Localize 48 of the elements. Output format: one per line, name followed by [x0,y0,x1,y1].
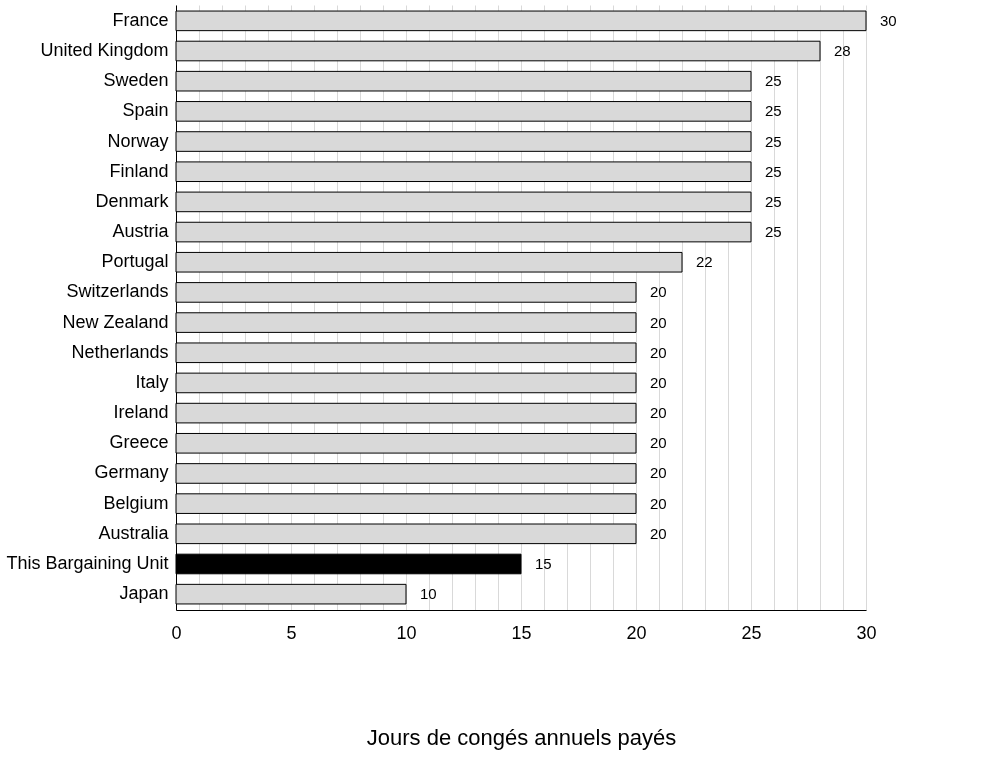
data-label: 25 [765,72,782,90]
y-tick-label: Denmark [95,190,170,211]
y-tick-label: Switzerlands [66,281,169,302]
data-label: 25 [765,102,782,120]
y-tick-label: Germany [94,462,169,483]
data-label: 25 [765,162,782,180]
y-tick-label: Sweden [103,70,169,91]
data-label: 20 [650,283,667,301]
data-label: 10 [420,585,437,603]
data-label: 20 [650,343,667,361]
y-tick-label: Ireland [113,402,169,423]
y-tick-label: Netherlands [71,341,169,362]
data-label: 15 [535,554,552,572]
y-tick-label: Italy [135,371,169,392]
y-tick-label: Australia [98,522,170,543]
y-tick-label: Norway [107,130,169,151]
y-tick-label: Japan [119,583,169,604]
y-tick-label: Austria [112,221,170,242]
x-tick-label: 5 [286,622,297,643]
y-tick-label: New Zealand [62,311,169,332]
x-tick-label: 0 [171,622,182,643]
y-tick-label: Spain [122,100,169,121]
x-tick-label: 30 [856,622,877,643]
data-label: 20 [650,434,667,452]
data-label: 25 [765,223,782,241]
data-label: 20 [650,464,667,482]
data-label: 20 [650,524,667,542]
x-tick-label: 25 [741,622,762,643]
x-axis-title: Jours de congés annuels payés [366,724,677,750]
y-tick-label: This Bargaining Unit [6,552,169,573]
data-label: 20 [650,313,667,331]
y-tick-label: United Kingdom [40,40,169,61]
x-tick-label: 10 [396,622,417,643]
data-label: 20 [650,373,667,391]
y-tick-label: Belgium [103,492,169,513]
x-tick-label: 15 [511,622,532,643]
data-label: 30 [880,11,897,29]
y-tick-label: France [112,9,169,30]
data-label: 20 [650,494,667,512]
data-label: 28 [834,42,851,60]
data-label: 25 [765,132,782,150]
data-label: 22 [696,253,713,271]
y-tick-label: Finland [109,160,169,181]
data-label: 20 [650,404,667,422]
y-tick-label: Greece [109,432,169,453]
x-tick-label: 20 [626,622,647,643]
data-label: 25 [765,192,782,210]
y-tick-label: Portugal [101,251,169,272]
